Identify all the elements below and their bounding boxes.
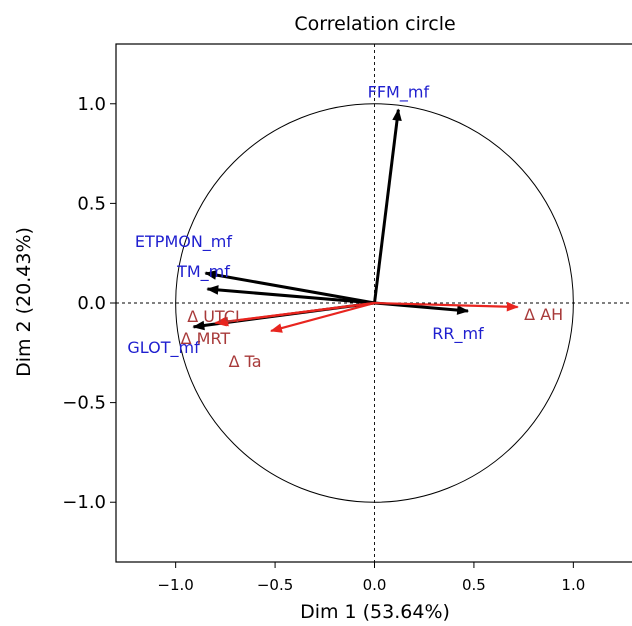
variable-label: ETPMON_mf bbox=[135, 232, 232, 252]
y-tick-label: 0.5 bbox=[77, 193, 106, 214]
y-tick-label: −1.0 bbox=[62, 492, 106, 513]
variable-label: TM_mf bbox=[176, 262, 230, 282]
y-tick-label: 0.0 bbox=[77, 293, 106, 314]
variable-label: Δ Ta bbox=[229, 352, 262, 371]
unit-circle bbox=[175, 103, 574, 503]
variable-label: Δ MRT bbox=[181, 329, 231, 348]
variable-arrow bbox=[269, 301, 375, 333]
x-axis-label: Dim 1 (53.64%) bbox=[300, 601, 450, 623]
y-axis-label: Dim 2 (20.43%) bbox=[13, 227, 35, 377]
variable-label: Δ AH bbox=[524, 305, 563, 324]
variable-arrow bbox=[374, 301, 519, 312]
variable-arrow bbox=[373, 108, 402, 304]
variable-label: FFM_mf bbox=[368, 83, 430, 103]
x-tick-label: −1.0 bbox=[157, 576, 193, 594]
variable-label: RR_mf bbox=[432, 324, 484, 344]
variable-label: GLOT_mf bbox=[127, 338, 200, 358]
variable-arrow bbox=[206, 285, 375, 305]
variable-arrow bbox=[216, 301, 375, 327]
x-tick-label: 0.5 bbox=[462, 576, 486, 594]
y-tick-label: −0.5 bbox=[62, 393, 106, 414]
chart-title: Correlation circle bbox=[294, 13, 455, 35]
x-tick-label: 1.0 bbox=[561, 576, 585, 594]
plot-area: −1.0 −0.5 0.0 0.5 1.0 −1.0 −0.5 0.0 0.5 1.0 FFM_mf… bbox=[62, 43, 632, 594]
variable-label: Δ UTCI bbox=[187, 307, 239, 326]
variable-arrow bbox=[204, 270, 375, 305]
x-tick-label: −0.5 bbox=[257, 576, 293, 594]
y-tick-label: 1.0 bbox=[77, 94, 106, 115]
x-tick-label: 0.0 bbox=[363, 576, 387, 594]
